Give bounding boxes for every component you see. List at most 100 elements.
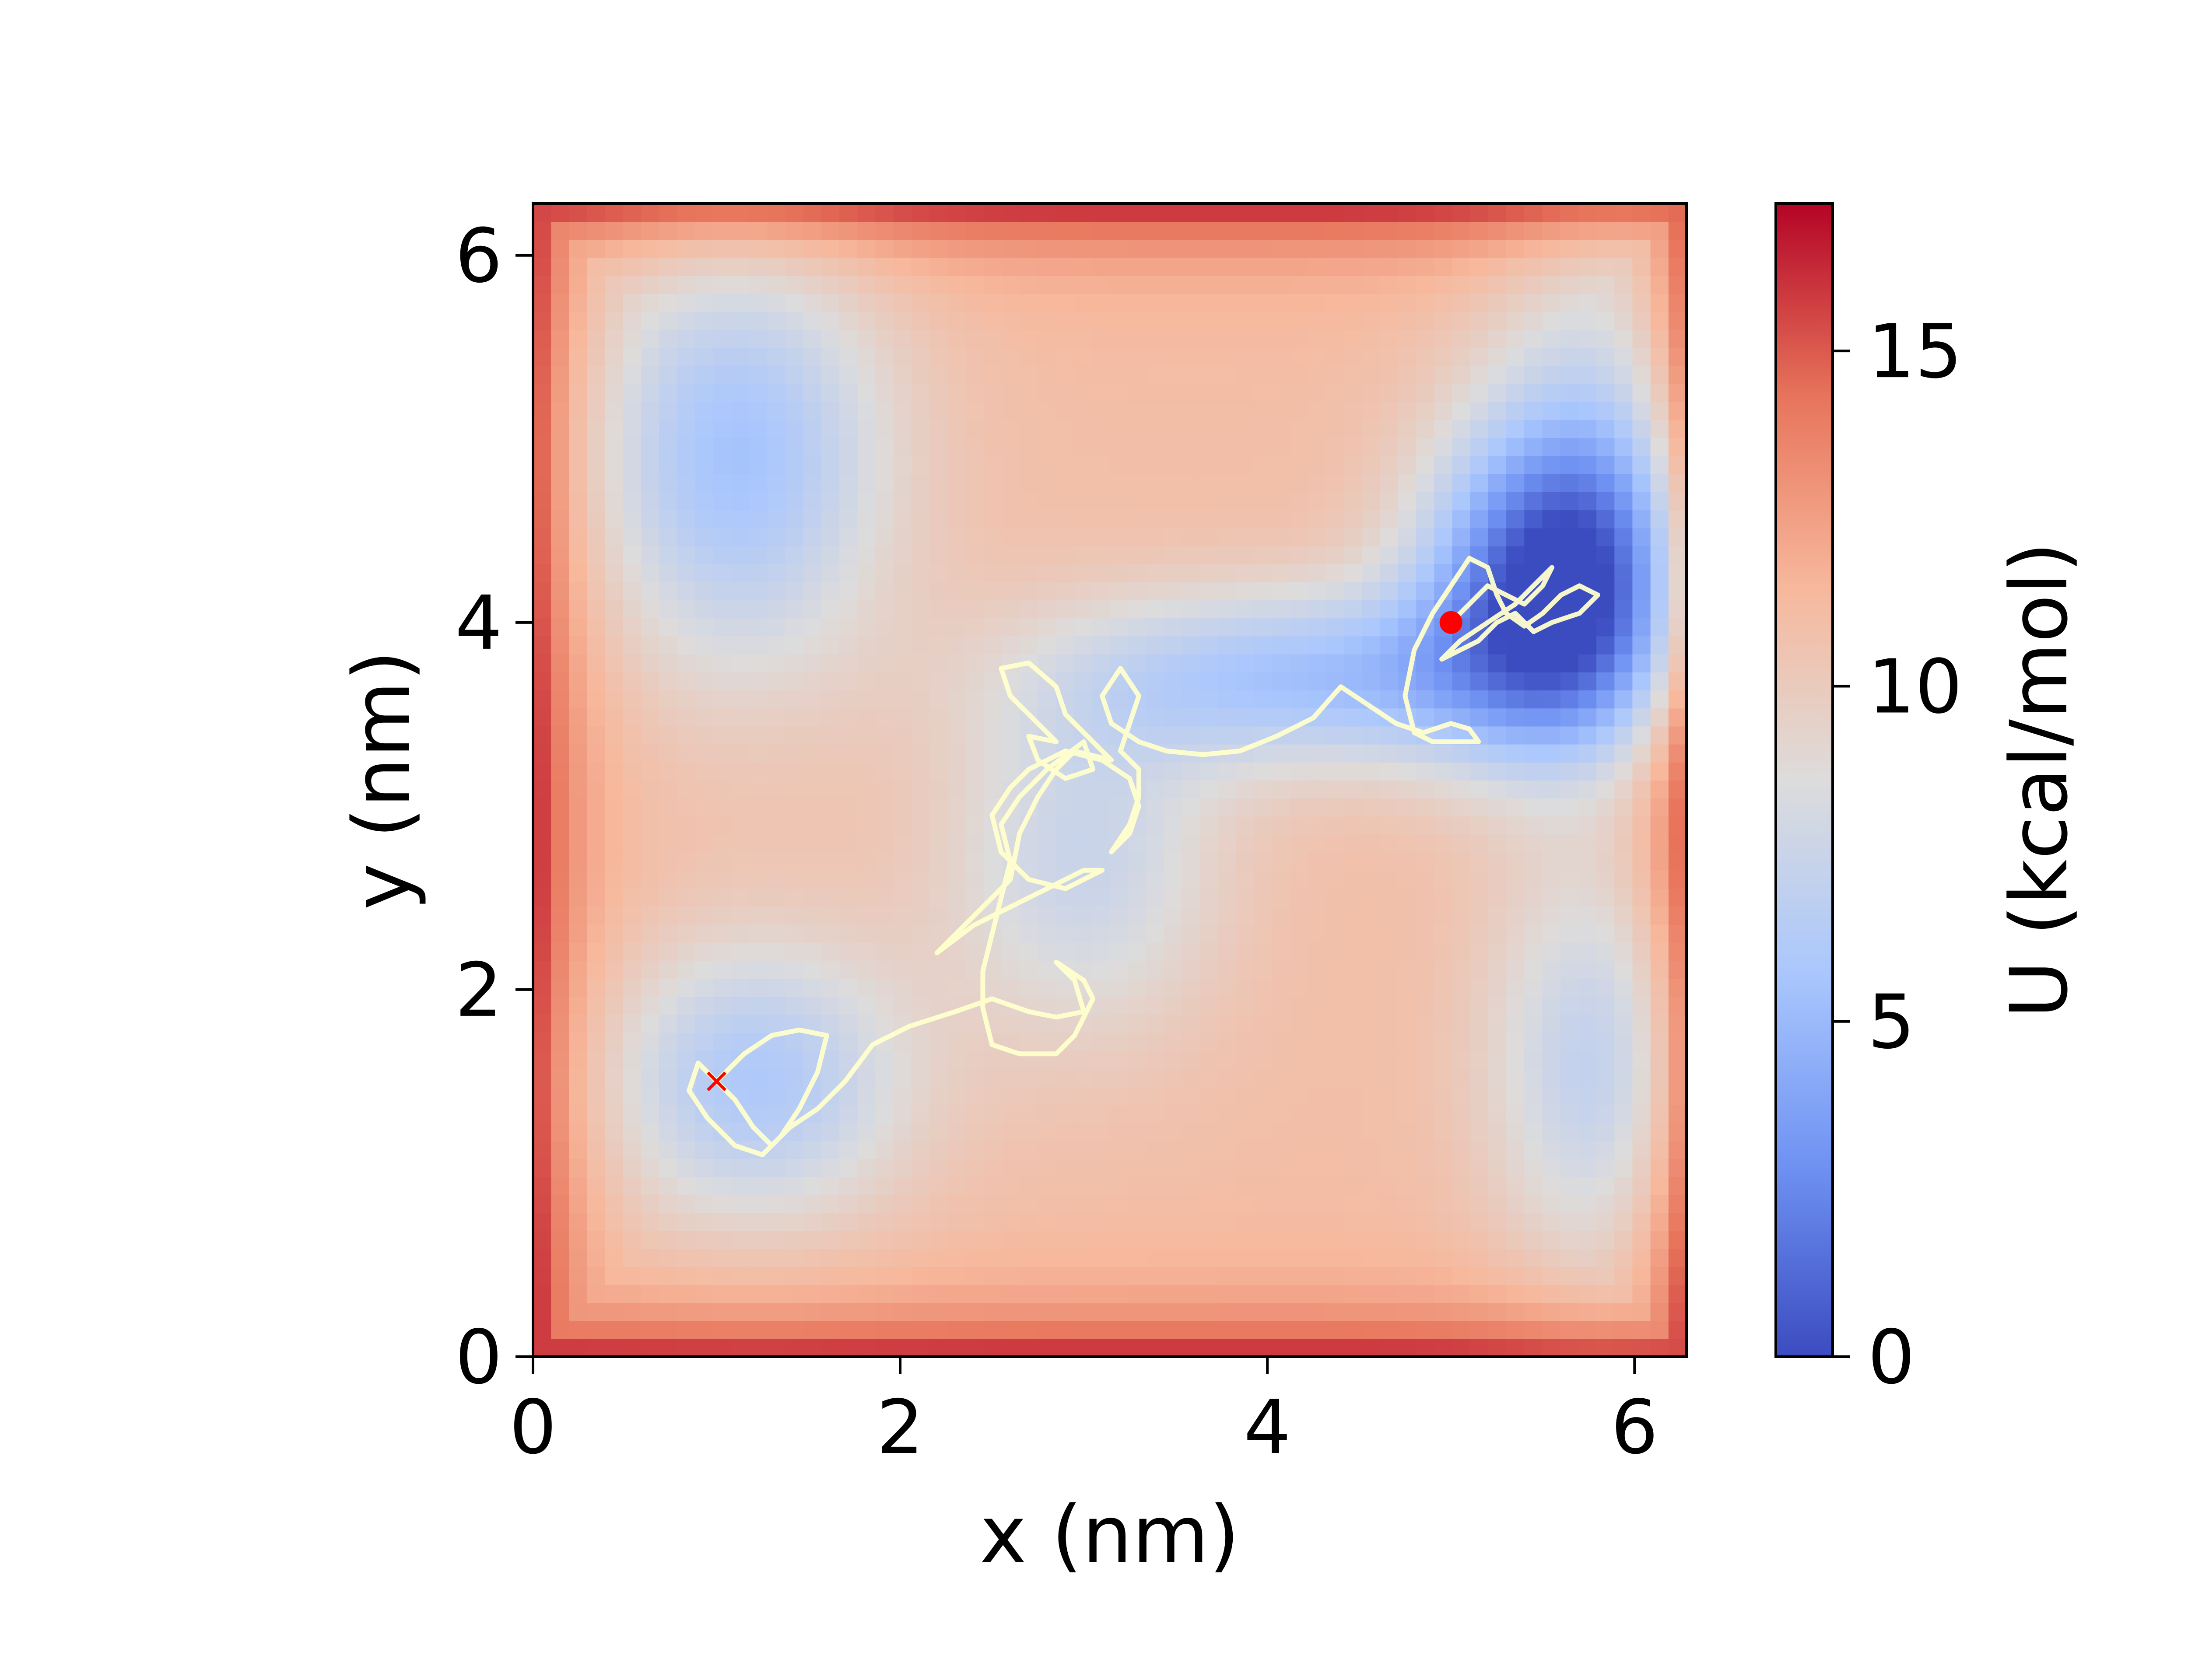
heatmap-cell — [1091, 852, 1110, 871]
heatmap-cell — [587, 600, 606, 619]
heatmap-cell — [1380, 473, 1399, 492]
heatmap-cell — [1326, 275, 1345, 294]
heatmap-cell — [1218, 924, 1237, 943]
heatmap-cell — [1164, 978, 1182, 997]
heatmap-cell — [695, 762, 714, 780]
heatmap-cell — [533, 1248, 552, 1267]
heatmap-cell — [1308, 564, 1327, 582]
heatmap-cell — [947, 420, 966, 438]
heatmap-cell — [1416, 816, 1435, 835]
heatmap-cell — [1416, 510, 1435, 528]
heatmap-cell — [821, 203, 840, 222]
colorbar-label: U (kcal/mol) — [1994, 542, 2085, 1018]
heatmap-cell — [1055, 1194, 1074, 1213]
heatmap-cell — [1560, 1104, 1579, 1123]
heatmap-cell — [767, 1068, 786, 1087]
heatmap-cell — [893, 1302, 912, 1321]
heatmap-cell — [1326, 870, 1345, 889]
heatmap-cell — [1290, 275, 1309, 294]
heatmap-cell — [911, 726, 930, 745]
heatmap-cell — [695, 581, 714, 601]
heatmap-cell — [641, 672, 660, 691]
heatmap-cell — [1326, 996, 1345, 1015]
heatmap-cell — [947, 1284, 966, 1303]
heatmap-cell — [605, 1267, 624, 1285]
heatmap-cell — [1668, 402, 1687, 420]
heatmap-cell — [1524, 1158, 1543, 1177]
heatmap-cell — [1506, 1176, 1525, 1195]
heatmap-cell — [1524, 455, 1543, 474]
heatmap-cell — [1578, 744, 1597, 763]
heatmap-cell — [1452, 293, 1471, 312]
heatmap-cell — [1146, 383, 1164, 402]
heatmap-cell — [1272, 312, 1290, 330]
heatmap-cell — [1073, 546, 1092, 564]
heatmap-cell — [1236, 1122, 1255, 1141]
heatmap-cell — [605, 203, 624, 222]
heatmap-cell — [623, 744, 642, 763]
heatmap-cell — [1020, 1158, 1038, 1177]
heatmap-cell — [1524, 347, 1543, 366]
heatmap-cell — [659, 1320, 678, 1339]
heatmap-cell — [1254, 1140, 1273, 1159]
heatmap-cell — [947, 1068, 966, 1087]
heatmap-cell — [551, 1158, 570, 1177]
heatmap-cell — [1128, 546, 1147, 564]
heatmap-cell — [1398, 1014, 1417, 1033]
heatmap-cell — [677, 870, 696, 889]
heatmap-cell — [893, 329, 912, 348]
heatmap-cell — [1164, 960, 1182, 979]
heatmap-cell — [821, 329, 840, 348]
heatmap-cell — [1470, 1230, 1489, 1249]
heatmap-cell — [1542, 510, 1561, 528]
x-tick-label: 6 — [1611, 1384, 1658, 1471]
heatmap-cell — [1380, 1014, 1399, 1033]
heatmap-cell — [641, 654, 660, 672]
heatmap-cell — [1110, 888, 1129, 907]
heatmap-cell — [785, 636, 804, 654]
heatmap-cell — [1632, 1212, 1651, 1231]
heatmap-cell — [1038, 618, 1056, 637]
heatmap-cell — [1596, 203, 1615, 222]
heatmap-cell — [1632, 1068, 1651, 1087]
heatmap-cell — [947, 312, 966, 330]
heatmap-cell — [1578, 275, 1597, 294]
heatmap-cell — [641, 636, 660, 654]
heatmap-cell — [947, 672, 966, 691]
heatmap-cell — [1199, 275, 1219, 294]
heatmap-cell — [1272, 1230, 1290, 1249]
heatmap-cell — [1236, 888, 1255, 907]
heatmap-cell — [1218, 960, 1237, 979]
heatmap-cell — [1001, 564, 1020, 582]
heatmap-cell — [1038, 1338, 1056, 1357]
heatmap-cell — [1091, 780, 1110, 799]
heatmap-cell — [983, 690, 1002, 709]
heatmap-cell — [1596, 365, 1615, 384]
heatmap-cell — [1055, 347, 1074, 366]
heatmap-cell — [1470, 1284, 1489, 1303]
heatmap-cell — [929, 492, 948, 511]
heatmap-cell — [533, 942, 552, 961]
heatmap-cell — [1614, 780, 1633, 799]
heatmap-cell — [1632, 978, 1651, 997]
heatmap-cell — [1488, 365, 1507, 384]
heatmap-cell — [857, 798, 876, 817]
heatmap-cell — [1020, 420, 1038, 438]
heatmap-cell — [857, 293, 876, 312]
heatmap-cell — [1650, 455, 1669, 474]
heatmap-cell — [1272, 510, 1290, 528]
heatmap-cell — [1001, 257, 1020, 276]
heatmap-cell — [623, 762, 642, 780]
heatmap-cell — [1128, 365, 1147, 384]
heatmap-cell — [1020, 293, 1038, 312]
heatmap-cell — [1542, 654, 1561, 672]
heatmap-cell — [947, 780, 966, 799]
heatmap-cell — [1578, 312, 1597, 330]
heatmap-cell — [1560, 870, 1579, 889]
heatmap-cell — [1470, 1176, 1489, 1195]
heatmap-cell — [911, 1338, 930, 1357]
heatmap-cell — [1164, 942, 1182, 961]
heatmap-cell — [1001, 203, 1020, 222]
heatmap-cell — [1380, 1194, 1399, 1213]
heatmap-cell — [1290, 1032, 1309, 1051]
